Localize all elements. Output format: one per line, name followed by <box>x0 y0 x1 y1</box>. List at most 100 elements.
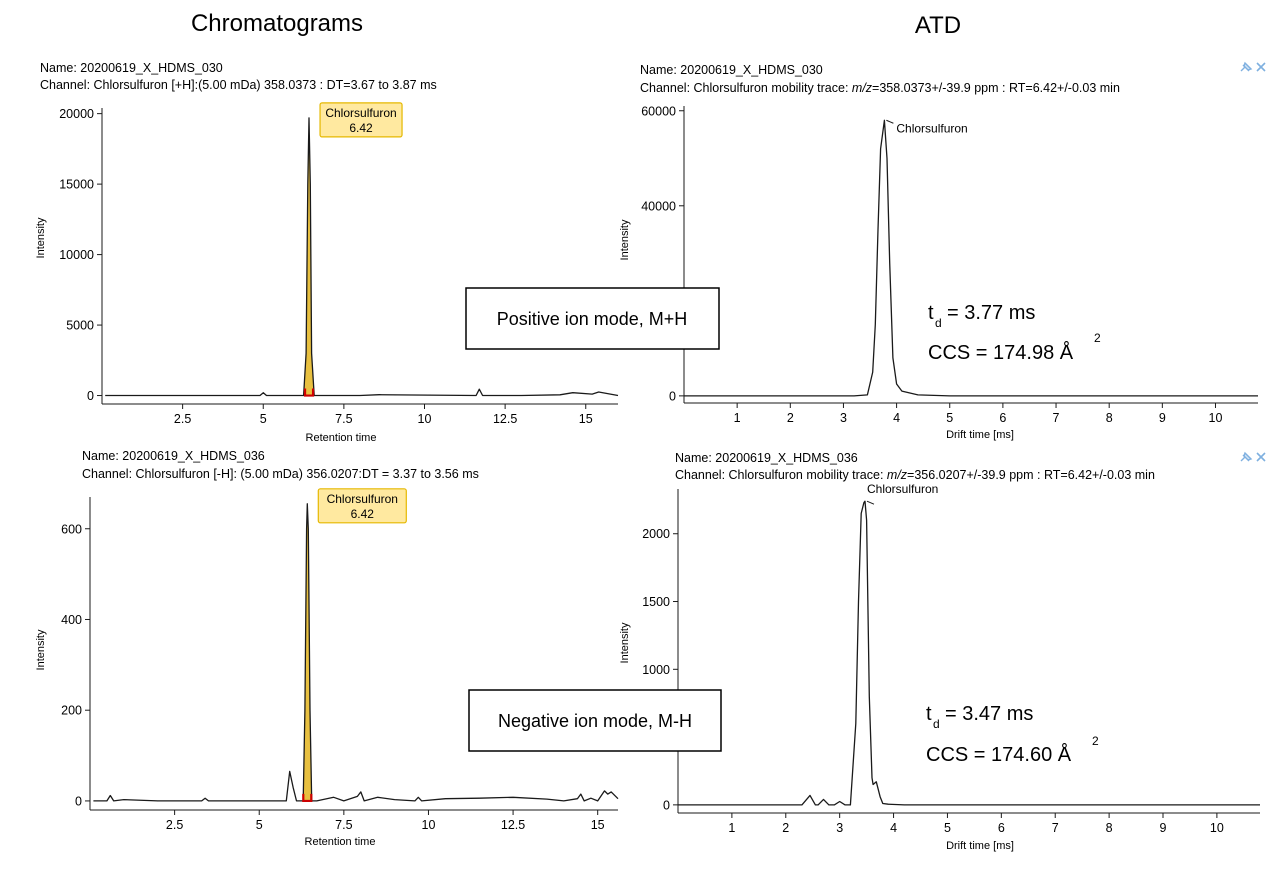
plot-area: 0 200 400 600 2.5 5 7.5 10 12.5 15 Chlorsulfuron6.… <box>61 488 619 832</box>
x-tick-label: 1 <box>734 411 741 425</box>
atd-heading: ATD <box>915 12 961 39</box>
x-tick-label: 8 <box>1106 411 1113 425</box>
plot-area: 0 5000 10000 15000 20000 2.5 5 7.5 10 12.5 15 Chlor… <box>59 102 619 426</box>
chart-sample-name: Name: 20200619_X_HDMS_030 <box>640 63 823 77</box>
y-tick-label: 40000 <box>641 199 676 213</box>
pin-icon[interactable] <box>1240 451 1253 462</box>
x-tick-label: 1 <box>728 821 735 835</box>
x-tick-label: 9 <box>1160 821 1167 835</box>
x-tick-label: 2.5 <box>174 412 191 426</box>
pin-icon[interactable] <box>1240 61 1253 72</box>
y-tick-label: 10000 <box>59 248 94 262</box>
x-tick-label: 7.5 <box>335 412 352 426</box>
x-tick-label: 2 <box>787 411 794 425</box>
x-tick-label: 9 <box>1159 411 1166 425</box>
integration-marker <box>302 793 313 803</box>
td-value: = 3.47 ms <box>945 703 1033 725</box>
y-axis-label: Intensity <box>35 217 47 258</box>
peak-label-box <box>319 102 403 138</box>
x-tick-label: 2.5 <box>166 818 183 832</box>
x-tick-label: 10 <box>418 412 432 426</box>
x-tick-label: 7.5 <box>335 818 352 832</box>
y-tick-label: 1000 <box>642 663 670 677</box>
close-icon[interactable] <box>1256 452 1266 462</box>
peak-label-name: Chlorsulfuron <box>325 106 396 120</box>
td-letter: t <box>926 703 932 725</box>
x-tick-label: 8 <box>1106 821 1113 835</box>
x-tick-label: 7 <box>1053 411 1060 425</box>
peak-fill <box>303 117 315 396</box>
chart-positive-atd: Name: 20200619_X_HDMS_030 Channel: Chlor… <box>619 61 1266 441</box>
integration-marker <box>303 388 315 397</box>
mode-label: Negative ion mode, M-H <box>498 711 692 731</box>
peak-label-name: Chlorsulfuron <box>896 121 967 135</box>
x-tick-label: 10 <box>422 818 436 832</box>
chart-channel: Channel: Chlorsulfuron mobility trace: m… <box>675 468 1155 482</box>
plot-area: 0 1000 1500 2000 1 2 3 4 5 6 7 8 9 10 Chlorsulfuron <box>642 482 1260 835</box>
y-axis-label: Intensity <box>619 622 631 663</box>
y-tick-label: 0 <box>75 794 82 808</box>
x-tick-label: 15 <box>591 818 605 832</box>
peak-label-leader <box>886 119 894 124</box>
peak-label-name: Chlorsulfuron <box>327 492 398 506</box>
series-line <box>105 117 619 397</box>
chart-negative-chromatogram: Name: 20200619_X_HDMS_036 Channel: Chlor… <box>35 449 619 848</box>
y-tick-label: 60000 <box>641 104 676 118</box>
channel-rest: =356.0207+/-39.9 ppm : RT=6.42+/-0.03 mi… <box>907 468 1155 482</box>
x-tick-label: 6 <box>998 821 1005 835</box>
x-axis-label: Drift time [ms] <box>946 840 1014 852</box>
x-tick-label: 12.5 <box>493 412 517 426</box>
x-tick-label: 6 <box>999 411 1006 425</box>
x-tick-label: 5 <box>946 411 953 425</box>
chart-channel: Channel: Chlorsulfuron mobility trace: m… <box>640 81 1120 95</box>
chart-sample-name: Name: 20200619_X_HDMS_036 <box>675 451 858 465</box>
channel-prefix: Channel: Chlorsulfuron mobility trace: <box>640 81 852 95</box>
y-tick-label: 0 <box>87 389 94 403</box>
y-axis-label: Intensity <box>619 219 631 260</box>
negative-mode-annotation: Negative ion mode, M-H <box>468 689 722 752</box>
ccs-value: CCS = 174.60 Å <box>926 743 1072 766</box>
series-line <box>93 503 619 802</box>
channel-mz: m/z <box>852 81 873 95</box>
negative-td-annotation: t d = 3.47 ms CCS = 174.60 Å 2 <box>926 703 1099 766</box>
y-tick-label: 2000 <box>642 527 670 541</box>
chart-negative-atd: Name: 20200619_X_HDMS_036 Channel: Chlor… <box>619 451 1266 852</box>
td-subscript: d <box>935 316 942 330</box>
x-tick-label: 5 <box>256 818 263 832</box>
mode-box <box>465 287 720 350</box>
ccs-value: CCS = 174.98 Å <box>928 341 1074 364</box>
close-icon[interactable] <box>1256 62 1266 72</box>
ccs-superscript: 2 <box>1094 331 1101 345</box>
chart-positive-chromatogram: Name: 20200619_X_HDMS_030 Channel: Chlor… <box>35 61 619 444</box>
peak-label-name: Chlorsulfuron <box>867 482 938 496</box>
mode-label: Positive ion mode, M+H <box>497 309 688 329</box>
x-tick-label: 3 <box>840 411 847 425</box>
channel-prefix: Channel: Chlorsulfuron mobility trace: <box>675 468 887 482</box>
x-tick-label: 10 <box>1209 411 1223 425</box>
x-tick-label: 15 <box>579 412 593 426</box>
x-tick-label: 5 <box>260 412 267 426</box>
chart-channel: Channel: Chlorsulfuron [-H]: (5.00 mDa) … <box>82 467 479 481</box>
series-line <box>678 500 1260 806</box>
channel-mz: m/z <box>887 468 908 482</box>
y-axis-label: Intensity <box>35 629 47 670</box>
y-tick-label: 0 <box>669 389 676 403</box>
y-tick-label: 15000 <box>59 178 94 192</box>
channel-rest: =358.0373+/-39.9 ppm : RT=6.42+/-0.03 mi… <box>872 81 1120 95</box>
plot-area: 0 40000 60000 1 2 3 4 5 6 7 8 9 10 Chlorsulfuron <box>641 104 1258 425</box>
y-tick-label: 600 <box>61 522 82 536</box>
x-axis-label: Drift time [ms] <box>946 429 1014 441</box>
td-value: = 3.77 ms <box>947 302 1035 324</box>
td-letter: t <box>928 302 934 324</box>
y-tick-label: 5000 <box>66 319 94 333</box>
chart-sample-name: Name: 20200619_X_HDMS_036 <box>82 449 265 463</box>
peak-label-value: 6.42 <box>351 507 375 521</box>
peak-label-value: 6.42 <box>349 121 373 135</box>
series-line <box>684 119 1258 397</box>
peak-label-box <box>317 488 407 524</box>
y-tick-label: 20000 <box>59 107 94 121</box>
positive-td-annotation: t d = 3.77 ms CCS = 174.98 Å 2 <box>928 302 1101 364</box>
y-tick-label: 1500 <box>642 595 670 609</box>
peak-fill <box>303 503 312 801</box>
